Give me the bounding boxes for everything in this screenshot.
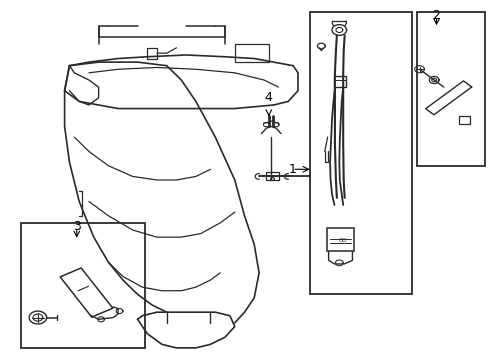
Text: 3: 3 [73,220,81,233]
Bar [234,44,268,62]
Bar [266,172,278,180]
Text: 4: 4 [264,91,272,104]
Text: 1: 1 [287,163,295,176]
Bar [333,76,345,87]
Bar [458,116,469,123]
Bar [326,228,353,251]
Bar [21,223,144,348]
Text: OO: OO [338,238,347,243]
Text: 2: 2 [432,9,440,22]
Bar [309,12,411,294]
Bar [416,12,484,166]
